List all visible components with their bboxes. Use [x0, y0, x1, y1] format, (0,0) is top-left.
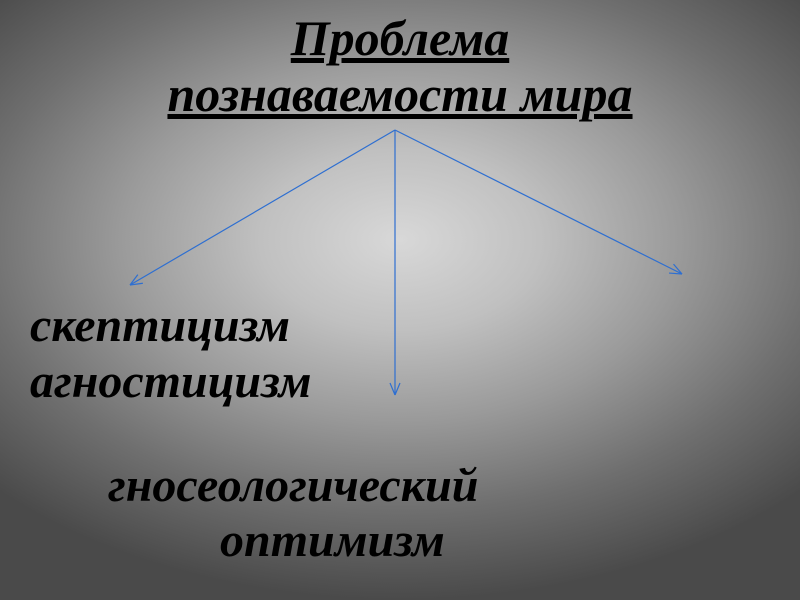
title-line-2: познаваемости мира	[167, 66, 632, 122]
arrow-middle	[390, 130, 400, 395]
branch-right-label-line2: оптимизм	[220, 515, 445, 568]
arrow-right	[395, 130, 682, 274]
title-line-1: Проблема	[291, 10, 509, 66]
slide: Проблема познаваемости мира скептицизм а…	[0, 0, 800, 600]
slide-title: Проблема познаваемости мира	[0, 10, 800, 122]
branch-middle-label: агностицизм	[30, 356, 312, 409]
branch-right-label-line1: гносеологический	[108, 460, 478, 513]
arrow-left	[130, 130, 395, 285]
branch-left-label: скептицизм	[30, 300, 290, 353]
